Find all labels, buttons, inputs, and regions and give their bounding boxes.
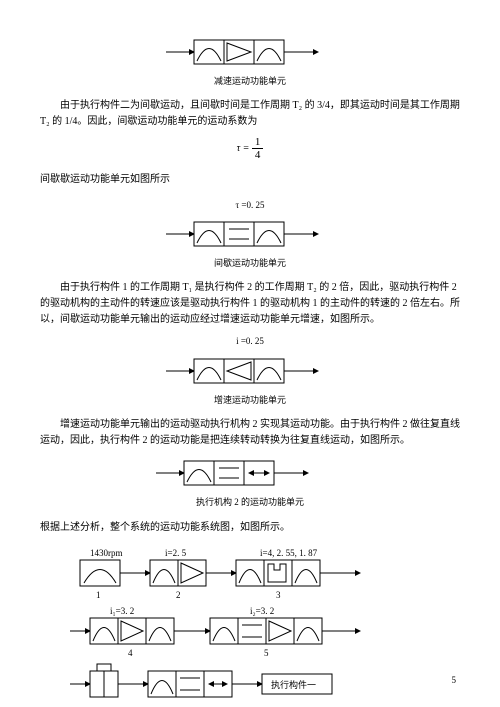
sys-out: 执行构件一: [271, 679, 316, 690]
sys-i3: i₁=3. 2: [110, 606, 134, 616]
system-diagram: 1430rpm 1 i=2. 5 2 i=4, 2. 55, 1. 87 3 i…: [40, 546, 460, 706]
fig-3: [40, 353, 460, 389]
sys-i4: i₂=3. 2: [250, 606, 274, 616]
eq1-den: 4: [252, 149, 264, 161]
fig2-caption: 间歇运动功能单元: [40, 256, 460, 270]
fig1-caption: 减速运动功能单元: [40, 74, 460, 88]
sys-n3: 3: [276, 590, 281, 600]
eq1-frac: 1 4: [252, 136, 264, 161]
fig-4: [40, 455, 460, 491]
para-2: 间歇歇运动功能单元如图所示: [40, 172, 460, 188]
sys-n1: 1: [96, 590, 101, 600]
fig-1: [40, 34, 460, 70]
para-1: 由于执行构件二为间歇运动，且间歇时间是工作周期 T₂ 的 3/4，即其运动时间是…: [40, 98, 460, 130]
eq1-num: 1: [252, 136, 264, 149]
fig-2: [40, 216, 460, 252]
page-number: 5: [452, 673, 457, 687]
sys-i1: i=2. 5: [165, 548, 187, 558]
fig2-label: τ =0. 25: [40, 198, 460, 212]
fig2-svg: [160, 216, 340, 252]
sys-n4: 4: [128, 648, 133, 658]
fig4-caption: 执行机构 2 的运动功能单元: [40, 495, 460, 509]
para-4: 增速运动功能单元输出的运动驱动执行机构 2 实现其运动功能。由于执行构件 2 做…: [40, 417, 460, 449]
para-5: 根据上述分析，整个系统的运动功能系统图，如图所示。: [40, 520, 460, 536]
fig1-svg: [160, 34, 340, 70]
para-3: 由于执行构件 1 的工作周期 T₁ 是执行构件 2 的工作周期 T₂ 的 2 倍…: [40, 280, 460, 328]
fig3-label: i =0. 25: [40, 334, 460, 348]
system-svg: 1430rpm 1 i=2. 5 2 i=4, 2. 55, 1. 87 3 i…: [60, 546, 440, 706]
sys-n2: 2: [176, 590, 181, 600]
eq1-lhs: τ =: [237, 143, 250, 154]
sys-i2: i=4, 2. 55, 1. 87: [260, 548, 318, 558]
fig3-svg: [160, 353, 340, 389]
sys-n5: 5: [264, 648, 269, 658]
eq1: τ = 1 4: [40, 136, 460, 161]
fig4-svg: [150, 455, 350, 491]
sys-rpm: 1430rpm: [90, 548, 123, 558]
fig3-caption: 增速运动功能单元: [40, 393, 460, 407]
